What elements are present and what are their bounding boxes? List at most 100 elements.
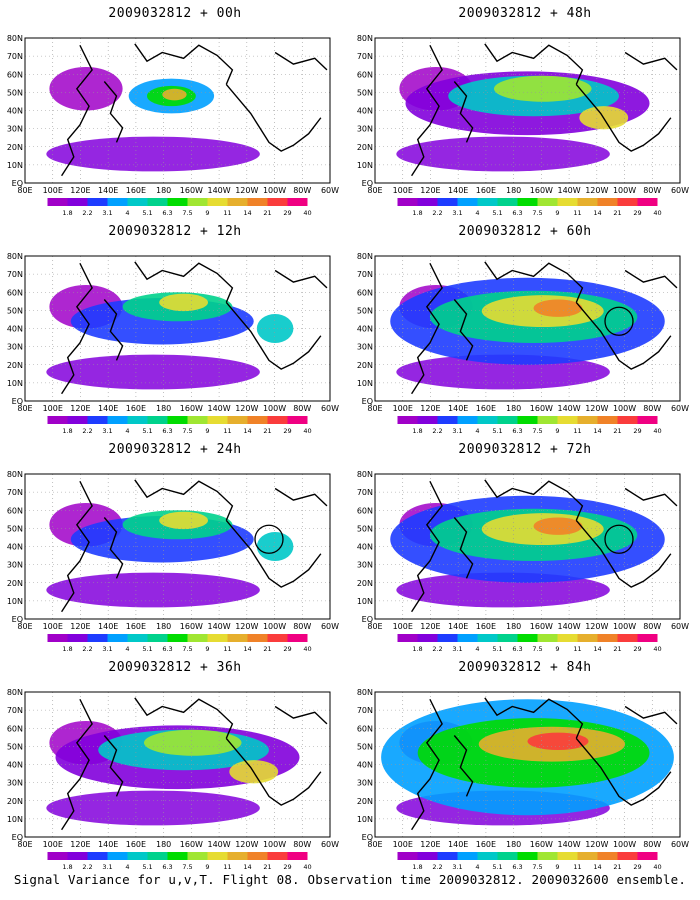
lat-label: 30N (357, 343, 373, 352)
lon-label: 80E (17, 840, 32, 849)
lon-label: 140E (448, 404, 468, 413)
lon-label: 60W (671, 404, 689, 413)
colorbar-label: 40 (303, 427, 311, 435)
colorbar-label: 5.1 (492, 863, 502, 871)
lat-label: 80N (7, 470, 23, 479)
lon-label: 120E (70, 186, 90, 195)
colorbar-swatch (147, 198, 168, 206)
variance-blob (396, 136, 610, 172)
colorbar-label: 14 (593, 645, 601, 653)
coastline (225, 83, 322, 152)
lon-label: 180 (506, 622, 521, 631)
colorbar-swatch (67, 634, 88, 642)
colorbar-swatch (247, 416, 268, 424)
colorbar: 1.8 2.2 3.1 4 5.1 6.3 7.5 9 11 14 21 29 40 (47, 416, 312, 435)
panel-72h: 2009032812 + 72h 80N 70N 60N 50N 40N 30N 20N 10… (355, 436, 695, 661)
coastline (624, 705, 678, 725)
colorbar-label: 9 (555, 427, 559, 435)
colorbar-swatch (47, 852, 68, 860)
lat-label: 80N (357, 470, 373, 479)
colorbar-swatch (207, 416, 228, 424)
lon-label: 80E (367, 186, 382, 195)
lon-label: 80W (293, 840, 311, 849)
panel-60h: 2009032812 + 60h 80N 70N 60N 50N 40N 30N 20N 10… (355, 218, 695, 443)
panel-title: 2009032812 + 00h (108, 6, 242, 21)
colorbar-swatch (287, 634, 308, 642)
colorbar-swatch (597, 198, 618, 206)
lon-label: 140E (98, 622, 118, 631)
coastline (274, 51, 328, 71)
colorbar-swatch (617, 198, 638, 206)
panel-36h: 2009032812 + 36h 80N 70N 60N 50N 40N 30N 20N 10… (5, 654, 345, 879)
coastline (484, 43, 584, 85)
colorbar-label: 9 (205, 209, 209, 217)
lat-label: 40N (7, 543, 23, 552)
lon-label: 160W (530, 404, 553, 413)
lon-label: 60W (321, 840, 339, 849)
lon-label: 120E (420, 622, 440, 631)
colorbar-swatch (557, 198, 578, 206)
lon-label: 160W (530, 840, 553, 849)
colorbar-label: 6.3 (162, 863, 172, 871)
colorbar-label: 4 (125, 209, 129, 217)
lat-label: 60N (357, 506, 373, 515)
panel-00h: 2009032812 + 00h 80N 70N 60N 50N 40N 30N 20N 10… (5, 0, 345, 225)
colorbar-label: 1.8 (62, 863, 72, 871)
colorbar-swatch (167, 852, 188, 860)
colorbar-label: 21 (613, 427, 621, 435)
coastline (411, 698, 443, 831)
lon-label: 120E (420, 840, 440, 849)
coastlines (61, 43, 328, 177)
coastline (575, 301, 672, 370)
lat-label: 70N (7, 488, 23, 497)
lon-label: 120W (585, 840, 608, 849)
colorbar-label: 3.1 (102, 645, 112, 653)
colorbar-swatch (107, 634, 128, 642)
lat-label: 50N (357, 524, 373, 533)
panel-title: 2009032812 + 72h (458, 442, 592, 457)
colorbar-label: 7.5 (182, 209, 192, 217)
lon-label: 100E (393, 404, 413, 413)
colorbar-label: 2.2 (82, 209, 92, 217)
colorbar-swatch (127, 416, 148, 424)
colorbar-swatch (437, 416, 458, 424)
colorbar-label: 14 (243, 209, 251, 217)
colorbar-swatch (517, 198, 538, 206)
colorbar-label: 11 (573, 427, 581, 435)
colorbar-label: 14 (243, 645, 251, 653)
lat-label: 20N (357, 797, 373, 806)
coastlines (411, 43, 678, 177)
colorbar-label: 29 (633, 209, 641, 217)
lon-label: 80E (17, 186, 32, 195)
lon-label: 160W (530, 622, 553, 631)
lon-label: 100E (43, 186, 63, 195)
colorbar: 1.8 2.2 3.1 4 5.1 6.3 7.5 9 11 14 21 29 40 (397, 198, 662, 217)
colorbar-swatch (147, 416, 168, 424)
lat-label: EQ (362, 397, 373, 406)
lon-label: 120W (585, 404, 608, 413)
colorbar-swatch (597, 634, 618, 642)
colorbar: 1.8 2.2 3.1 4 5.1 6.3 7.5 9 11 14 21 29 40 (47, 634, 312, 653)
colorbar-label: 11 (573, 863, 581, 871)
colorbar: 1.8 2.2 3.1 4 5.1 6.3 7.5 9 11 14 21 29 40 (397, 416, 662, 435)
colorbar-swatch (247, 852, 268, 860)
lon-label: 160W (180, 840, 203, 849)
colorbar-label: 40 (303, 863, 311, 871)
colorbar-label: 1.8 (412, 427, 422, 435)
lon-label: 120W (235, 840, 258, 849)
lon-label: 80W (293, 622, 311, 631)
coastline (225, 737, 322, 806)
lat-label: 70N (7, 52, 23, 61)
colorbar-swatch (87, 198, 108, 206)
colorbar-label: 5.1 (142, 645, 152, 653)
colorbar-swatch (167, 416, 188, 424)
colorbar-label: 7.5 (532, 427, 542, 435)
panel-84h: 2009032812 + 84h 80N 70N 60N 50N 40N 30N 20N 10… (355, 654, 695, 879)
colorbar: 1.8 2.2 3.1 4 5.1 6.3 7.5 9 11 14 21 29 40 (47, 852, 312, 871)
colorbar-swatch (537, 634, 558, 642)
colorbar-label: 40 (303, 209, 311, 217)
